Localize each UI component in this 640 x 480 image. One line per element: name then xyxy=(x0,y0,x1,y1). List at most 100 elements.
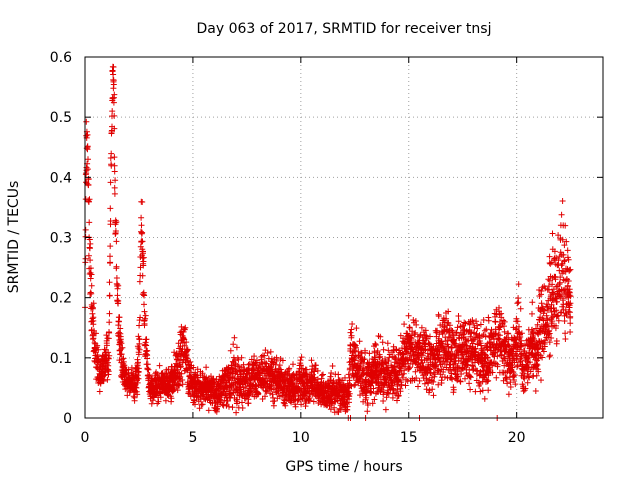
data-point xyxy=(564,247,571,254)
data-point xyxy=(131,394,138,401)
data-point xyxy=(314,367,321,374)
data-point xyxy=(401,367,408,374)
data-point xyxy=(498,314,505,321)
data-point xyxy=(567,313,574,320)
data-point xyxy=(239,399,245,406)
data-point xyxy=(370,385,377,392)
data-point xyxy=(96,388,103,395)
data-point xyxy=(562,222,569,229)
data-point xyxy=(155,398,162,405)
data-point xyxy=(426,365,433,372)
data-point xyxy=(449,376,456,383)
data-point xyxy=(515,299,522,306)
data-point xyxy=(552,295,559,302)
data-point xyxy=(83,118,90,125)
data-point xyxy=(157,394,164,401)
data-point xyxy=(565,256,572,263)
data-point xyxy=(480,317,487,323)
data-point xyxy=(348,332,355,339)
data-point xyxy=(512,326,519,333)
data-point xyxy=(515,281,522,288)
data-point xyxy=(567,329,574,335)
data-point xyxy=(438,380,445,386)
data-point xyxy=(176,382,183,389)
data-point xyxy=(465,361,471,368)
data-point xyxy=(352,343,358,350)
data-point xyxy=(85,182,92,189)
data-point xyxy=(443,328,450,335)
data-point xyxy=(251,353,258,360)
data-point xyxy=(282,402,289,409)
data-point xyxy=(107,179,114,186)
x-axis-label: GPS time / hours xyxy=(285,459,402,475)
data-point xyxy=(549,281,556,288)
data-point xyxy=(184,347,191,354)
data-point xyxy=(451,337,458,344)
data-point xyxy=(94,342,101,349)
data-point xyxy=(140,250,146,257)
data-point xyxy=(124,392,131,399)
data-point xyxy=(548,335,555,341)
data-point xyxy=(501,323,507,330)
data-point xyxy=(286,365,293,372)
data-point xyxy=(273,357,280,364)
data-point xyxy=(411,331,418,338)
data-point xyxy=(271,398,278,404)
data-point xyxy=(407,364,413,371)
data-point xyxy=(546,277,553,284)
data-point xyxy=(145,366,152,373)
axis-ticks xyxy=(84,56,603,419)
data-point xyxy=(312,362,319,369)
data-point xyxy=(484,355,491,361)
data-point xyxy=(144,347,151,354)
data-point xyxy=(139,272,146,279)
data-point xyxy=(445,308,452,315)
data-point xyxy=(141,320,148,327)
data-point xyxy=(409,328,416,335)
data-point xyxy=(134,391,141,398)
data-point xyxy=(95,346,102,353)
data-point xyxy=(413,321,420,328)
data-point xyxy=(110,64,117,70)
data-point xyxy=(298,354,305,361)
data-point xyxy=(87,265,94,272)
data-point xyxy=(506,374,513,381)
data-point xyxy=(139,199,146,205)
data-point xyxy=(524,358,531,365)
data-point xyxy=(455,318,462,325)
data-point xyxy=(439,330,446,337)
data-point xyxy=(558,291,565,298)
data-point xyxy=(136,346,143,353)
data-point xyxy=(553,338,560,344)
data-point xyxy=(86,219,93,226)
data-point xyxy=(143,336,150,343)
data-point xyxy=(496,304,502,311)
data-point xyxy=(234,362,241,369)
data-point xyxy=(310,398,317,405)
data-point xyxy=(440,366,447,373)
data-point xyxy=(399,374,406,381)
data-point xyxy=(110,71,117,78)
data-point xyxy=(106,279,113,286)
data-point xyxy=(192,401,198,408)
data-point xyxy=(85,156,91,163)
data-point xyxy=(494,353,501,360)
data-point xyxy=(406,324,413,331)
data-point xyxy=(146,372,153,378)
data-point xyxy=(105,349,112,356)
data-point xyxy=(276,362,283,369)
data-point xyxy=(402,382,409,389)
data-point xyxy=(82,255,89,262)
data-point xyxy=(203,364,210,371)
data-point xyxy=(175,369,182,376)
data-point xyxy=(361,356,368,363)
data-point xyxy=(484,378,491,385)
data-point xyxy=(135,375,142,382)
data-point xyxy=(235,356,242,363)
data-point xyxy=(88,290,95,297)
data-point xyxy=(85,198,92,205)
data-point xyxy=(196,405,203,412)
data-point xyxy=(105,335,112,342)
data-point xyxy=(567,320,574,327)
data-point xyxy=(357,392,363,399)
